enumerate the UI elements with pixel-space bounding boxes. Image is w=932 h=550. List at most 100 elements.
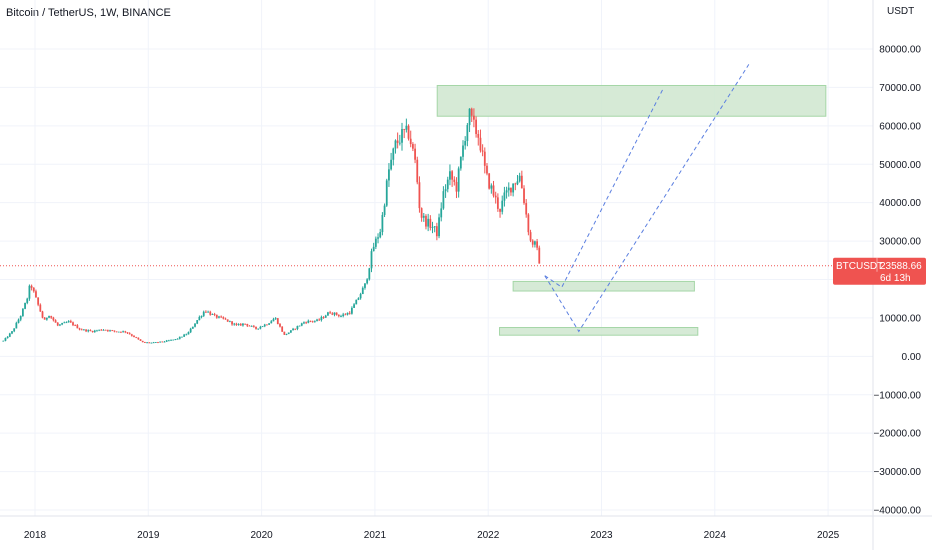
candle-body <box>276 318 279 325</box>
candle-body <box>466 125 469 142</box>
candle-body <box>289 330 292 333</box>
candle-body <box>211 314 214 316</box>
candle-body <box>257 328 260 330</box>
candle-body <box>209 311 212 315</box>
candle-body <box>379 232 382 238</box>
candle-body <box>335 312 338 315</box>
candle-body <box>13 328 16 332</box>
candle-body <box>159 341 162 343</box>
candle-body <box>344 314 347 316</box>
candle-body <box>479 137 482 151</box>
candle-body <box>48 316 50 318</box>
candle-body <box>333 312 336 315</box>
candle-body <box>165 340 168 342</box>
candle-body <box>196 320 199 324</box>
price-tag-price: 23588.66 <box>880 261 922 272</box>
candle-body <box>392 148 395 160</box>
zone-rect[interactable] <box>499 327 699 336</box>
candle-body <box>255 326 257 329</box>
candle-body <box>464 141 467 146</box>
candle-body <box>82 329 85 331</box>
candle-body <box>324 315 327 318</box>
candle-body <box>287 332 290 335</box>
zone-rect[interactable] <box>436 84 827 117</box>
candle-body <box>100 329 103 331</box>
candle-body <box>76 325 79 329</box>
price-tag-symbol: BTCUSDT <box>836 261 883 272</box>
candle-body <box>292 328 294 331</box>
candle-body <box>6 336 9 339</box>
x-tick-label: 2020 <box>250 530 273 541</box>
price-tag: BTCUSDT 23588.66 6d 13h <box>833 257 926 285</box>
candle-body <box>61 323 64 325</box>
projection-lines[interactable] <box>544 64 750 333</box>
candle-body <box>109 330 111 332</box>
candle-body <box>364 283 366 288</box>
candle-body <box>207 311 209 313</box>
candle-body <box>270 321 273 324</box>
projection-line[interactable] <box>544 64 750 333</box>
candle-body <box>281 326 284 332</box>
candle-body <box>329 312 332 314</box>
zone-rect[interactable] <box>512 280 695 292</box>
candle-body <box>237 324 240 325</box>
candle-body <box>455 181 458 192</box>
x-axis[interactable]: 2018 2019 2020 2021 2022 2023 2024 2025 <box>24 530 840 541</box>
candle-body <box>183 334 186 337</box>
support-resistance-zones[interactable] <box>436 84 827 336</box>
candle-body <box>340 316 342 317</box>
candle-body <box>279 324 281 327</box>
candle-body <box>65 322 68 324</box>
candle-body <box>272 319 275 322</box>
candle-body <box>427 218 430 227</box>
candle-body <box>89 330 92 332</box>
candle-body <box>505 190 508 193</box>
y-axis[interactable]: 80000.00 70000.00 60000.00 50000.00 40000.00… <box>873 45 921 517</box>
candle-body <box>124 331 127 333</box>
candle-body <box>74 325 77 326</box>
y-tick-label: 30000.00 <box>879 237 921 248</box>
candle-body <box>501 200 504 212</box>
candle-body <box>361 287 364 295</box>
candle-body <box>167 340 170 342</box>
projection-line[interactable] <box>544 87 665 288</box>
candle-body <box>525 203 528 215</box>
candle-body <box>507 187 510 191</box>
candle-body <box>59 324 61 326</box>
candle-body <box>130 334 133 336</box>
candle-body <box>503 192 506 201</box>
candle-body <box>117 331 120 333</box>
candle-body <box>242 323 244 326</box>
candle-body <box>26 298 29 303</box>
candle-body <box>248 325 251 327</box>
candle-body <box>534 241 536 245</box>
candle-body <box>231 321 233 325</box>
candle-body <box>440 208 443 218</box>
candle-body <box>37 297 40 305</box>
y-tick-label: 70000.00 <box>879 83 921 94</box>
price-tag-countdown: 6d 13h <box>880 273 911 284</box>
candle-body <box>239 324 242 326</box>
candle-body <box>355 299 358 305</box>
candle-body <box>494 195 497 198</box>
candle-body <box>32 287 35 292</box>
candle-body <box>418 182 421 209</box>
candle-body <box>56 322 59 326</box>
candle-body <box>185 334 188 336</box>
candle-body <box>496 197 499 209</box>
candle-body <box>200 315 203 317</box>
candle-body <box>96 330 98 332</box>
candle-body <box>411 144 414 149</box>
candle-body <box>222 317 225 319</box>
candle-body <box>152 342 155 344</box>
candle-body <box>514 183 517 185</box>
candle-body <box>296 326 299 330</box>
candle-body <box>244 323 247 325</box>
candle-body <box>433 226 436 228</box>
candle-body <box>189 328 192 333</box>
candle-body <box>457 168 460 192</box>
y-tick-label: −10000.00 <box>873 390 921 401</box>
candle-body <box>141 340 144 343</box>
candle-body <box>529 232 532 241</box>
